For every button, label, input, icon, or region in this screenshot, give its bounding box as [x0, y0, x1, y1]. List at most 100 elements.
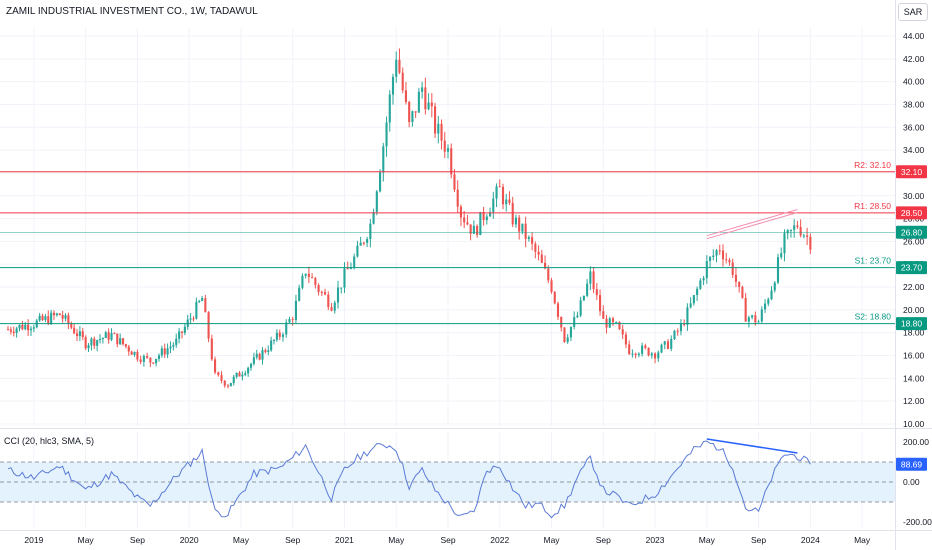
candle-body	[87, 345, 90, 349]
candle-body	[139, 359, 142, 362]
candle-body	[563, 327, 566, 343]
candle-body	[362, 242, 365, 244]
candle-body	[288, 319, 291, 323]
price-tick-label: 14.00	[903, 373, 925, 383]
candle-body	[160, 348, 163, 356]
candle-body	[799, 226, 802, 236]
candle-body	[550, 280, 553, 292]
candle-body	[521, 223, 524, 232]
candle-body	[466, 222, 469, 225]
candle-body	[336, 287, 340, 303]
candle-body	[96, 340, 99, 346]
candle-body	[136, 351, 139, 360]
time-tick-label: May	[699, 535, 716, 545]
candle-body	[130, 351, 133, 355]
level-badge-text: 28.50	[901, 208, 923, 218]
candle-body	[634, 353, 637, 356]
candle-body	[518, 217, 521, 232]
candle-body	[721, 250, 725, 260]
time-tick-label: Sep	[596, 535, 611, 545]
candle-body	[670, 338, 673, 349]
candle-body	[793, 225, 796, 230]
candle-body	[485, 216, 488, 221]
price-tick-label: 18.00	[903, 328, 925, 338]
candle-body	[301, 275, 304, 288]
candle-body	[346, 268, 349, 270]
candle-body	[189, 318, 192, 320]
candle-body	[324, 292, 327, 295]
candle-body	[81, 331, 84, 338]
candle-body	[421, 87, 424, 92]
candle-body	[417, 91, 420, 113]
candle-body	[285, 322, 288, 335]
cci-pane[interactable]: 200.00 0.00 -200.00 88.69	[0, 432, 932, 528]
candle-body	[64, 315, 67, 319]
candle-body	[192, 318, 195, 320]
last-price-badge	[896, 225, 927, 239]
candle-body	[501, 186, 505, 205]
level-label: R2: 32.10	[854, 160, 891, 170]
candle-body	[644, 345, 647, 348]
level-label: S1: 23.70	[855, 256, 892, 266]
candle-body	[489, 212, 492, 217]
candle-body	[686, 307, 689, 325]
candle-body	[267, 350, 270, 352]
time-tick-label: May	[543, 535, 560, 545]
candle-body	[589, 271, 592, 284]
candle-body	[121, 338, 125, 345]
candle-body	[628, 344, 631, 355]
candle-body	[498, 186, 501, 188]
level-badge	[896, 261, 927, 275]
candle-body	[27, 324, 30, 331]
candle-body	[773, 282, 776, 291]
candle-body	[272, 339, 276, 341]
candle-body	[738, 281, 741, 287]
time-tick-label: Sep	[440, 535, 455, 545]
cci-indicator-label[interactable]: CCI (20, hlc3, SMA, 5)	[4, 436, 95, 446]
candle-body	[226, 385, 230, 387]
candle-body	[747, 317, 750, 322]
candle-body	[229, 383, 232, 387]
candle-body	[152, 362, 155, 364]
candle-body	[18, 324, 21, 329]
candle-body	[307, 273, 310, 278]
candle-body	[47, 316, 50, 324]
candle-body	[624, 334, 627, 345]
time-tick-label: 2023	[646, 535, 665, 545]
cci-line	[7, 440, 811, 519]
price-tick-label: 44.00	[903, 31, 925, 41]
candle-body	[744, 297, 747, 322]
level-badge-text: 32.10	[901, 167, 923, 177]
currency-button[interactable]: SAR	[898, 3, 928, 21]
candle-body	[479, 212, 482, 235]
candle-body	[235, 372, 238, 377]
candle-body	[760, 309, 763, 322]
candle-body	[241, 374, 244, 377]
time-axis: 2019 May Sep 2020 May Sep 2021 May Sep 2022 May Sep…	[24, 535, 870, 545]
candle-body	[573, 317, 576, 327]
cci-value-badge	[896, 457, 927, 471]
level-badge	[896, 317, 927, 331]
candle-body	[469, 224, 472, 234]
candle-body	[220, 375, 223, 381]
candle-body	[657, 352, 660, 359]
level-badge-text: 18.80	[901, 319, 923, 329]
candle-body	[582, 295, 585, 301]
candle-body	[566, 337, 569, 343]
price-pane[interactable]: 44.0042.0040.0038.0036.0034.0032.0030.00…	[0, 28, 927, 429]
candle-body	[75, 333, 79, 337]
candle-body	[560, 316, 563, 328]
candle-body	[113, 333, 116, 335]
candle-body	[592, 271, 595, 290]
candle-body	[41, 315, 44, 320]
candle-body	[391, 76, 395, 95]
candle-body	[492, 198, 495, 213]
candle-body	[133, 351, 136, 355]
candle-body	[217, 372, 220, 376]
candle-body	[304, 273, 307, 276]
candle-body	[527, 237, 530, 239]
candle-body	[320, 292, 323, 294]
price-tick-label: 42.00	[903, 54, 925, 64]
candle-body	[61, 315, 64, 319]
candle-body	[602, 311, 605, 319]
